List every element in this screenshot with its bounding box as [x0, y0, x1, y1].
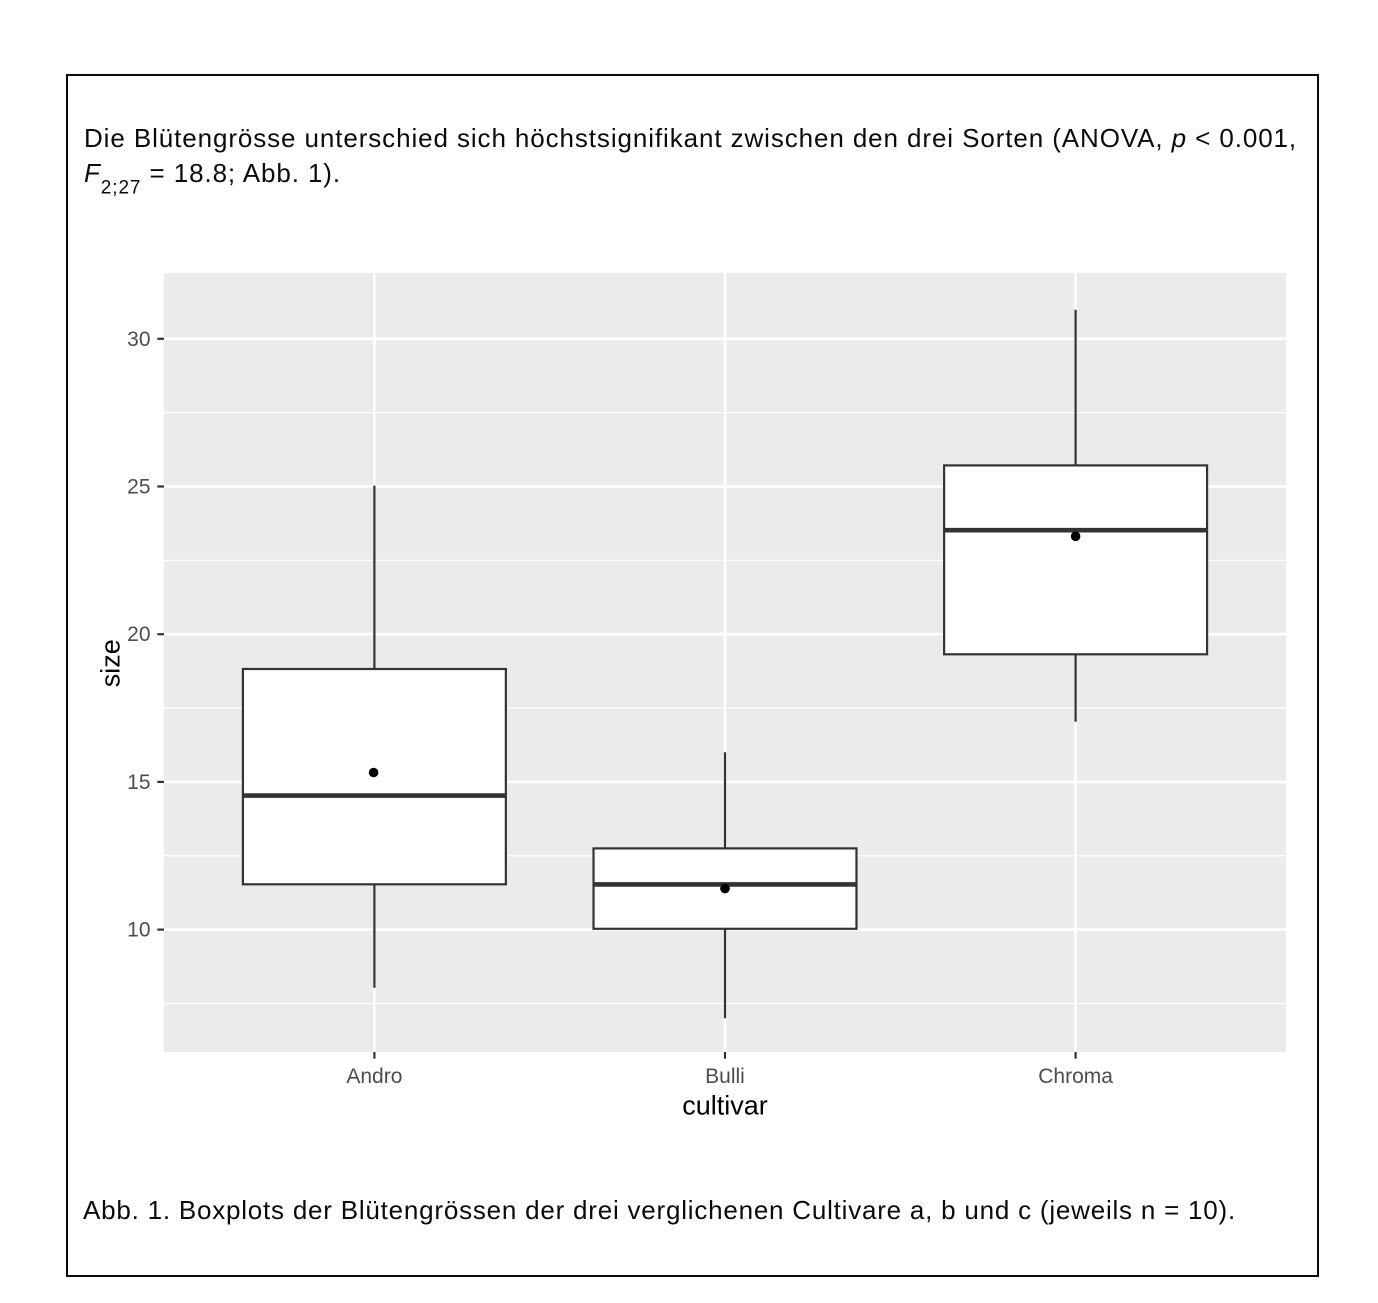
- svg-text:Andro: Andro: [346, 1065, 402, 1088]
- svg-text:15: 15: [127, 771, 150, 794]
- svg-text:20: 20: [127, 623, 150, 646]
- svg-text:size: size: [96, 639, 126, 687]
- svg-text:Bulli: Bulli: [705, 1065, 745, 1088]
- svg-text:25: 25: [127, 476, 150, 499]
- svg-text:Chroma: Chroma: [1038, 1065, 1113, 1088]
- svg-text:10: 10: [127, 919, 150, 942]
- svg-text:cultivar: cultivar: [682, 1091, 768, 1121]
- svg-text:30: 30: [127, 328, 150, 351]
